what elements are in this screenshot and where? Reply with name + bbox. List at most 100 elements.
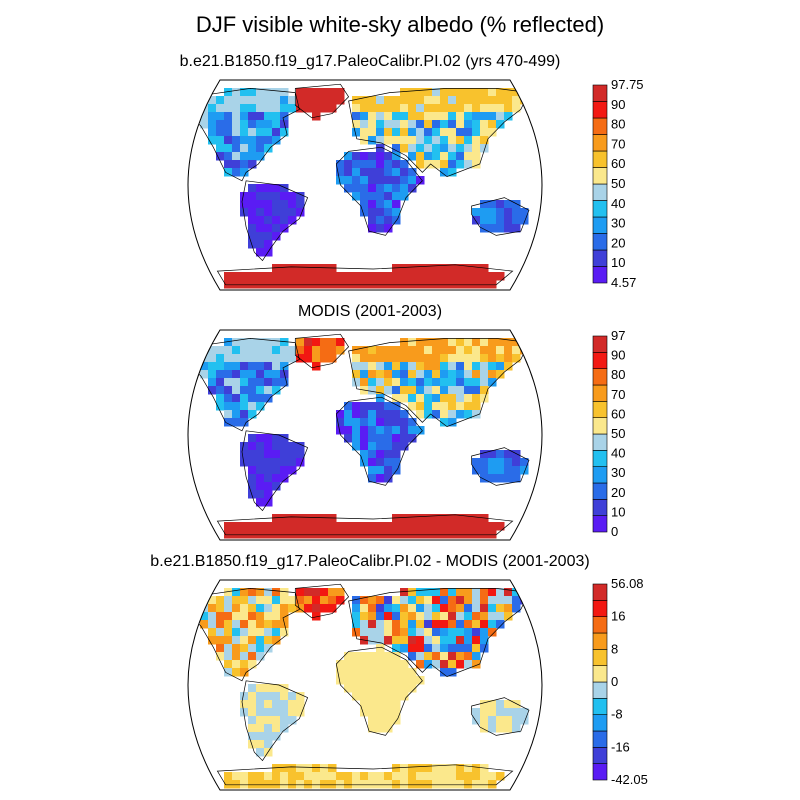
colorbar-tick-label: 20 — [611, 235, 625, 250]
coastline-southAmerica — [241, 180, 309, 262]
colorbar-swatch — [592, 499, 608, 516]
colorbar-tick-label: 80 — [611, 367, 625, 382]
colorbar-swatch — [592, 698, 608, 715]
coastline-eurasia — [348, 88, 530, 177]
colorbar-swatch — [592, 433, 608, 451]
colorbar-swatch — [592, 450, 608, 467]
colorbar-swatch — [592, 335, 608, 353]
coastline-australia — [471, 197, 530, 236]
colorbar-tick-label: -16 — [611, 739, 630, 754]
colorbar-swatch — [592, 216, 608, 234]
colorbar-tick-label: 8 — [611, 641, 618, 656]
colorbar-swatch — [592, 600, 608, 617]
panel-1-title: b.e21.B1850.f19_g17.PaleoCalibr.PI.02 (y… — [179, 53, 561, 70]
colorbar-tick-label: 90 — [611, 97, 625, 112]
coastline-antarctica — [216, 514, 514, 536]
colorbar-swatch — [592, 233, 608, 251]
colorbar-tick-label: 0 — [611, 524, 618, 539]
colorbar-tick-label: 10 — [611, 255, 625, 270]
colorbar-tick-label: 20 — [611, 485, 625, 500]
colorbar-swatch — [592, 384, 608, 402]
colorbar-1: 97.75 90 80 70 60 50 40 30 20 10 4.57 — [592, 77, 644, 290]
colorbar-swatch — [592, 417, 608, 435]
colorbar-swatch — [592, 665, 608, 683]
colorbar-tick-label: 40 — [611, 196, 625, 211]
colorbar-swatch — [592, 249, 608, 267]
coastline-africa — [335, 646, 423, 736]
colorbar-swatch — [592, 101, 608, 119]
colorbar-tick-label: 60 — [611, 406, 625, 421]
colorbar-swatch — [592, 616, 608, 634]
colorbar-tick-label: 16 — [611, 609, 625, 624]
map-panel-1 — [187, 79, 543, 291]
map-field-2 — [188, 333, 530, 539]
colorbar-swatch — [592, 266, 608, 284]
coastline-antarctica — [216, 264, 514, 286]
colorbar-swatch — [592, 482, 608, 500]
colorbar-tick-label: 30 — [611, 465, 625, 480]
coastline-eurasia — [348, 338, 530, 427]
map-border — [187, 579, 543, 791]
colorbar-2: 97 90 80 70 60 50 40 30 20 10 0 — [592, 328, 625, 539]
colorbar-swatch — [592, 632, 608, 650]
colorbar-swatch — [592, 747, 608, 764]
coastline-australia — [471, 447, 530, 486]
colorbar-swatch — [592, 200, 608, 218]
coastline-eurasia — [348, 588, 530, 677]
colorbar-tick-label: 0 — [611, 674, 618, 689]
colorbar-swatch — [592, 167, 608, 185]
colorbar-swatch — [592, 134, 608, 152]
colorbar-tick-label: 80 — [611, 117, 625, 132]
panel-3-title: b.e21.B1850.f19_g17.PaleoCalibr.PI.02 - … — [150, 553, 590, 570]
colorbar-swatch — [592, 730, 608, 748]
panel-2-title: MODIS (2001-2003) — [297, 303, 443, 320]
map-field-3 — [188, 583, 530, 789]
colorbar-swatch — [592, 401, 608, 418]
coastline-southAmerica — [241, 680, 309, 762]
colorbar-swatch — [592, 117, 608, 135]
colorbar-tick-label: 4.57 — [611, 275, 636, 290]
coastline-greenland — [294, 333, 350, 369]
map-panel-3 — [187, 579, 543, 791]
coastline-africa — [335, 396, 423, 486]
colorbar-tick-label: 56.08 — [611, 576, 644, 591]
colorbar-swatch — [592, 183, 608, 201]
coastline-australia — [471, 697, 530, 736]
colorbar-swatch — [592, 583, 608, 601]
figure-title: DJF visible white-sky albedo (% reflecte… — [195, 12, 605, 37]
colorbar-tick-label: 90 — [611, 348, 625, 363]
colorbar-tick-label: -42.05 — [611, 772, 648, 787]
colorbar-tick-label: 50 — [611, 426, 625, 441]
colorbar-swatch — [592, 150, 608, 168]
coastline-greenland — [294, 583, 350, 619]
colorbar-tick-label: -8 — [611, 707, 623, 722]
colorbar-tick-label: 50 — [611, 176, 625, 191]
colorbar-tick-label: 30 — [611, 216, 625, 231]
colorbar-tick-label: 60 — [611, 156, 625, 171]
colorbar-tick-label: 70 — [611, 136, 625, 151]
map-border — [187, 79, 543, 291]
colorbar-swatch — [592, 714, 608, 732]
map-border — [187, 329, 543, 541]
colorbar-swatch — [592, 763, 608, 781]
colorbar-swatch — [592, 466, 608, 484]
colorbar-tick-label: 10 — [611, 504, 625, 519]
coastline-africa — [335, 146, 423, 236]
colorbar-swatch — [592, 352, 608, 369]
colorbar-tick-label: 40 — [611, 446, 625, 461]
map-panel-2 — [187, 329, 543, 541]
colorbar-swatch — [592, 84, 608, 102]
coastline-northAmerica — [188, 88, 300, 182]
colorbar-swatch — [592, 368, 608, 386]
colorbar-swatch — [592, 649, 608, 666]
coastline-antarctica — [216, 764, 514, 786]
coastline-greenland — [294, 83, 350, 119]
colorbar-swatch — [592, 515, 608, 533]
coastline-northAmerica — [188, 338, 300, 432]
colorbar-swatch — [592, 681, 608, 699]
coastline-northAmerica — [188, 588, 300, 682]
colorbar-3: 56.08 16 8 0 -8 -16 -42.05 — [592, 576, 648, 787]
colorbar-tick-label: 70 — [611, 387, 625, 402]
colorbar-tick-label: 97 — [611, 328, 625, 343]
